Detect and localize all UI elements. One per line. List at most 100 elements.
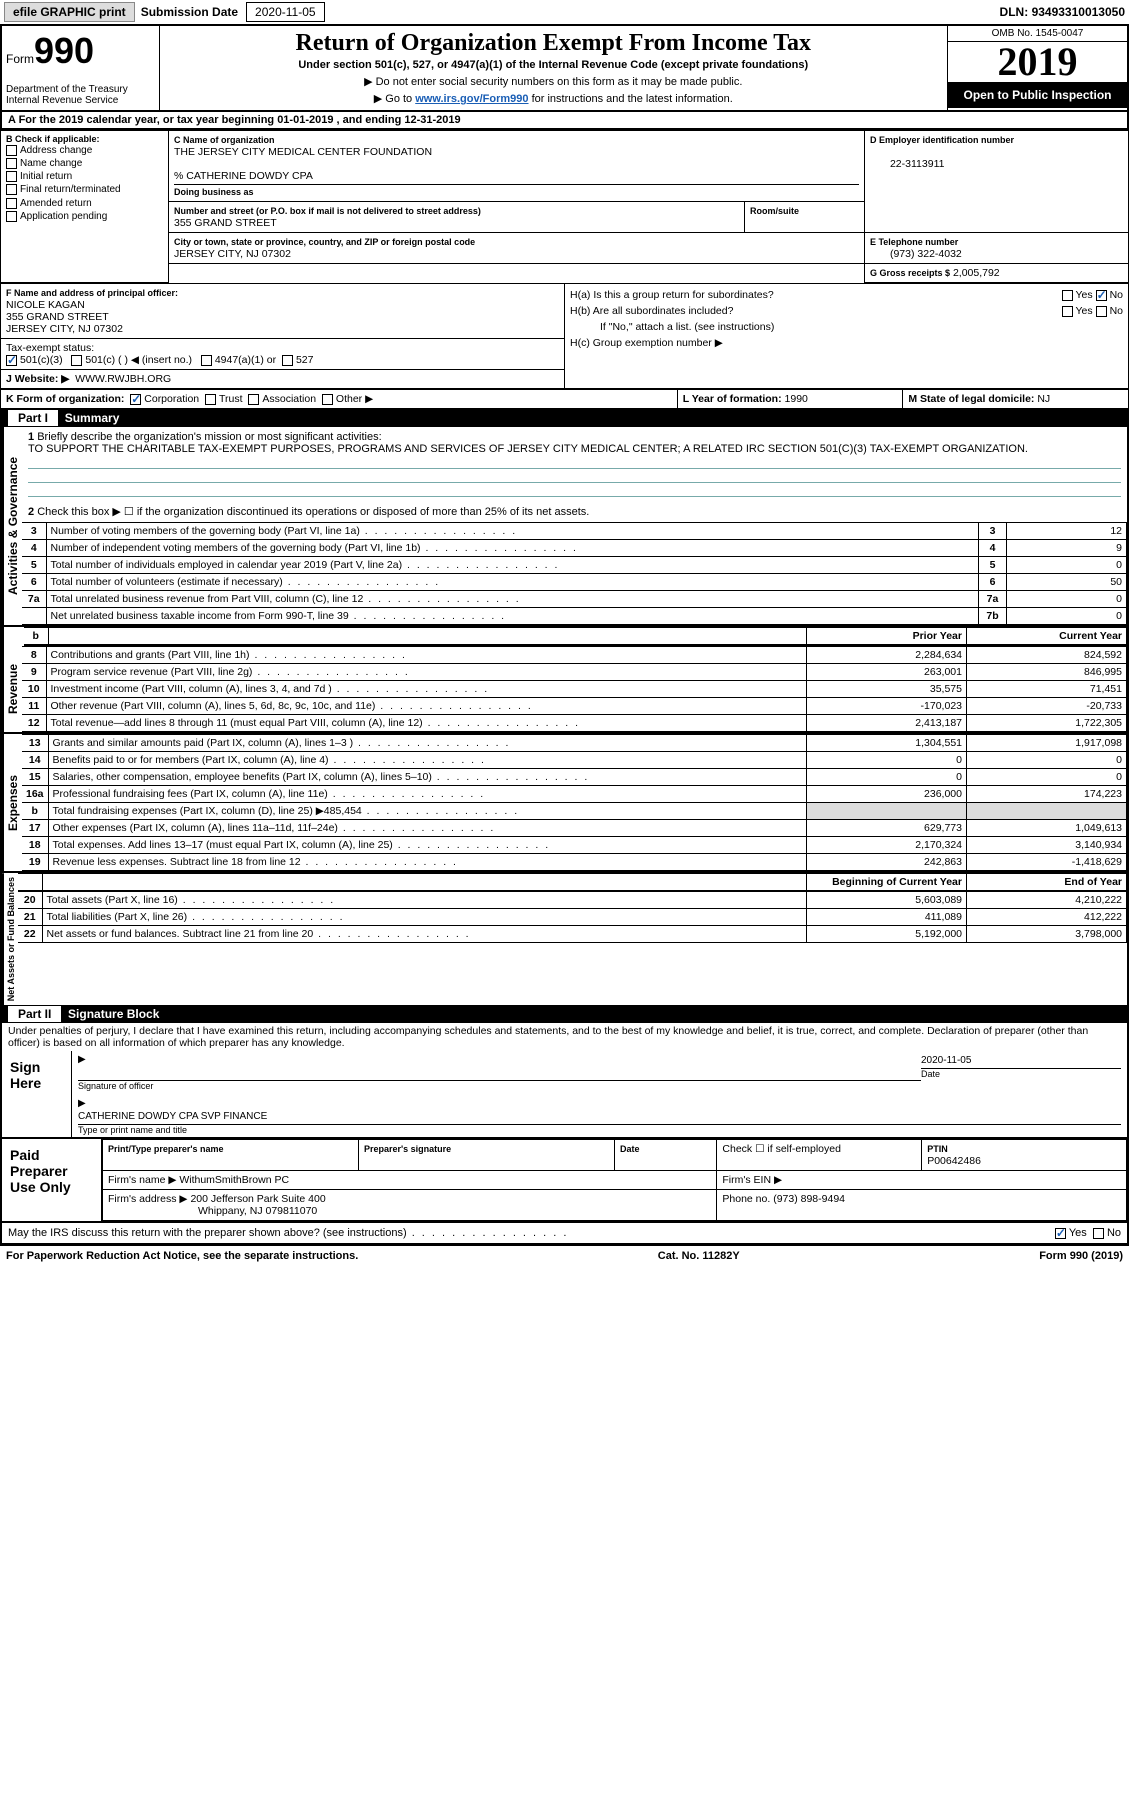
discuss-no: No [1107, 1227, 1121, 1239]
table-row: 21Total liabilities (Part X, line 26)411… [18, 909, 1127, 926]
table-row: 10Investment income (Part VIII, column (… [22, 681, 1127, 698]
table-row: 22Net assets or fund balances. Subtract … [18, 926, 1127, 943]
boxb-item[interactable]: Initial return [6, 170, 163, 183]
discuss-preparer: May the IRS discuss this return with the… [8, 1227, 1055, 1239]
city-label: City or town, state or province, country… [174, 237, 475, 247]
table-row: 3Number of voting members of the governi… [22, 523, 1127, 540]
527-checkbox[interactable] [282, 355, 293, 366]
part1-num: Part I [8, 410, 58, 426]
room-label: Room/suite [750, 206, 799, 216]
box-hc: H(c) Group exemption number ▶ [570, 335, 943, 351]
box-hb: H(b) Are all subordinates included? [570, 303, 943, 319]
row-l-label: L Year of formation: [683, 393, 782, 405]
row-m-label: M State of legal domicile: [908, 393, 1034, 405]
revenue-table: 8Contributions and grants (Part VIII, li… [22, 646, 1127, 732]
ptin-label: PTIN [927, 1144, 948, 1154]
box-d-label: D Employer identification number [870, 135, 1014, 145]
boxb-item[interactable]: Name change [6, 157, 163, 170]
self-employed-check[interactable]: Check ☐ if self-employed [722, 1143, 841, 1155]
declaration-text: Under penalties of perjury, I declare th… [0, 1023, 1129, 1051]
sig-date-label: Date [921, 1069, 1121, 1079]
box-g-label: G Gross receipts $ [870, 268, 950, 278]
hb-no-checkbox[interactable] [1096, 306, 1107, 317]
opt-trust: Trust [219, 393, 243, 405]
table-row: 6Total number of volunteers (estimate if… [22, 574, 1127, 591]
activities-table: 3Number of voting members of the governi… [22, 522, 1127, 625]
box-f-label: F Name and address of principal officer: [6, 288, 178, 298]
yes-label-2: Yes [1076, 305, 1093, 317]
boxb-item[interactable]: Final return/terminated [6, 183, 163, 196]
ha-yes-checkbox[interactable] [1062, 290, 1073, 301]
form-prefix: Form [6, 52, 34, 66]
table-row: 5Total number of individuals employed in… [22, 557, 1127, 574]
entity-info-table: B Check if applicable: Address changeNam… [0, 130, 1129, 283]
table-row: 14Benefits paid to or for members (Part … [22, 752, 1127, 769]
sig-officer-label: Signature of officer [78, 1081, 921, 1091]
page-footer: For Paperwork Reduction Act Notice, see … [0, 1245, 1129, 1266]
box-ha: H(a) Is this a group return for subordin… [570, 287, 943, 303]
form990-link[interactable]: www.irs.gov/Form990 [415, 93, 528, 105]
assoc-checkbox[interactable] [248, 394, 259, 405]
opt-other: Other ▶ [336, 393, 373, 405]
table-row: 11Other revenue (Part VIII, column (A), … [22, 698, 1127, 715]
table-row: 12Total revenue—add lines 8 through 11 (… [22, 715, 1127, 732]
typed-name: CATHERINE DOWDY CPA SVP FINANCE [78, 1109, 1121, 1125]
firm-ein-label: Firm's EIN ▶ [722, 1174, 782, 1186]
dept-treasury: Department of the Treasury Internal Reve… [6, 84, 155, 106]
form-header: Form990 Department of the Treasury Inter… [0, 26, 1129, 112]
website-value: WWW.RWJBH.ORG [75, 373, 171, 385]
ha-no-checkbox[interactable] [1096, 290, 1107, 301]
form-note-1: ▶ Do not enter social security numbers o… [164, 75, 944, 88]
phone-label: Phone no. [722, 1193, 770, 1205]
part-2-header: Part II Signature Block [0, 1005, 1129, 1023]
prep-name-label: Print/Type preparer's name [108, 1144, 224, 1154]
firm-addr1: 200 Jefferson Park Suite 400 [190, 1193, 325, 1205]
balance-header-row: Beginning of Current Year End of Year [18, 873, 1127, 891]
discuss-yes: Yes [1069, 1227, 1087, 1239]
box-b-header: B Check if applicable: [6, 134, 163, 144]
opt-corp: Corporation [144, 393, 199, 405]
telephone: (973) 322-4032 [870, 248, 962, 260]
phone-value: (973) 898-9494 [773, 1193, 845, 1205]
dba-label: Doing business as [174, 187, 254, 197]
form-number: Form990 [6, 30, 155, 72]
hb-yes-checkbox[interactable] [1062, 306, 1073, 317]
footer-mid: Cat. No. 11282Y [658, 1250, 740, 1262]
boxb-item[interactable]: Address change [6, 144, 163, 157]
discuss-yes-checkbox[interactable] [1055, 1228, 1066, 1239]
gross-receipts: 2,005,792 [953, 267, 1000, 279]
part1-title: Summary [65, 411, 120, 425]
form-note-2: ▶ Go to www.irs.gov/Form990 for instruct… [164, 92, 944, 105]
year-header-row: b Prior Year Current Year [24, 627, 1127, 646]
expenses-table: 13Grants and similar amounts paid (Part … [22, 734, 1127, 871]
table-row: bTotal fundraising expenses (Part IX, co… [22, 803, 1127, 820]
efile-print-button[interactable]: efile GRAPHIC print [4, 2, 135, 22]
state-domicile: NJ [1037, 393, 1050, 405]
mission-text: TO SUPPORT THE CHARITABLE TAX-EXEMPT PUR… [28, 443, 1028, 455]
note2-post: for instructions and the latest informat… [529, 93, 733, 105]
typed-label: Type or print name and title [78, 1125, 1121, 1135]
officer-addr1: 355 GRAND STREET [6, 311, 109, 323]
current-year-header: Current Year [967, 628, 1127, 646]
no-label-2: No [1110, 305, 1123, 317]
boxb-item[interactable]: Amended return [6, 197, 163, 210]
trust-checkbox[interactable] [205, 394, 216, 405]
beginning-year-header: Beginning of Current Year [807, 874, 967, 891]
footer-right: Form 990 (2019) [1039, 1250, 1123, 1262]
501c-checkbox[interactable] [71, 355, 82, 366]
opt-501c3: 501(c)(3) [20, 354, 63, 366]
expenses-label: Expenses [2, 734, 22, 871]
addr-label: Number and street (or P.O. box if mail i… [174, 206, 481, 216]
corp-checkbox[interactable] [130, 394, 141, 405]
top-bar: efile GRAPHIC print Submission Date 2020… [0, 0, 1129, 26]
discuss-no-checkbox[interactable] [1093, 1228, 1104, 1239]
tax-exempt-label: Tax-exempt status: [6, 342, 94, 354]
row-j-label: J Website: ▶ [6, 373, 69, 385]
boxb-item[interactable]: Application pending [6, 210, 163, 223]
4947-checkbox[interactable] [201, 355, 212, 366]
sign-here-label: Sign Here [2, 1051, 72, 1137]
city-state-zip: JERSEY CITY, NJ 07302 [174, 248, 291, 260]
prior-year-header: Prior Year [807, 628, 967, 646]
other-checkbox[interactable] [322, 394, 333, 405]
501c3-checkbox[interactable] [6, 355, 17, 366]
